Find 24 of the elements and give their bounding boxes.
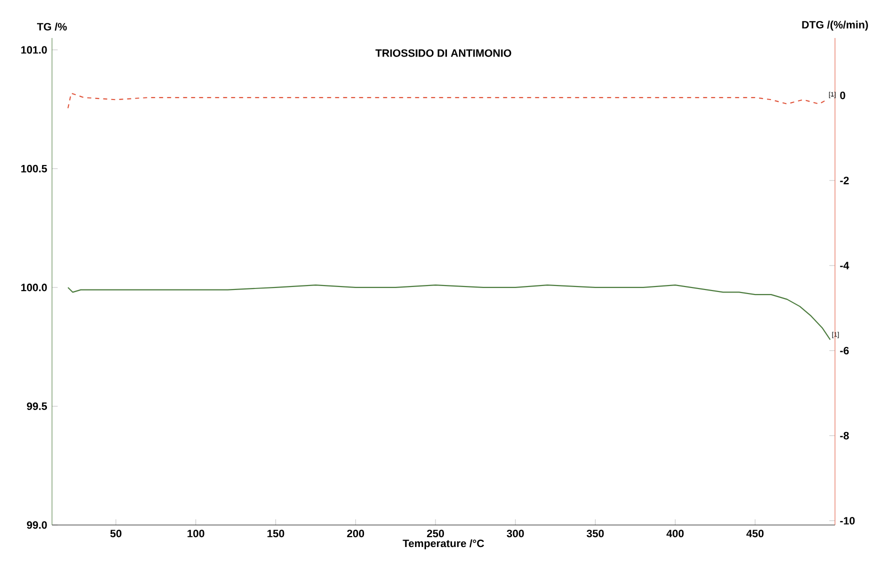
x-axis-title: Temperature /°C: [402, 539, 484, 550]
y-axis-title: TG /%: [37, 22, 67, 31]
x-tick-label: 400: [666, 530, 684, 538]
y2-tick-label: -2: [840, 176, 849, 184]
x-tick-label: 200: [347, 530, 364, 538]
x-tick-label: 50: [110, 530, 122, 538]
y2-tick-label: -4: [840, 262, 850, 270]
y2-axis-title: DTG /(%/min): [802, 20, 868, 31]
x-tick-label: 300: [506, 530, 524, 538]
y2-tick-label: 0: [840, 92, 846, 100]
x-tick-label: 250: [426, 530, 444, 538]
y-tick-label: 100.5: [21, 164, 47, 172]
y-tick-label: 101.0: [21, 46, 47, 54]
y-tick-label: 99.0: [26, 521, 47, 529]
y2-tick-label: -8: [840, 432, 849, 440]
y-tick-label: 100.0: [21, 284, 47, 292]
y2-tick-label: -6: [840, 346, 849, 354]
y-tick-label: 99.5: [26, 402, 47, 410]
x-tick-label: 450: [746, 530, 764, 538]
x-tick-label: 150: [267, 530, 284, 538]
x-tick-label: 350: [586, 530, 604, 538]
x-tick-label: 100: [188, 530, 204, 538]
text: TRIOSSIDO DI ANTIMONIO: [375, 49, 512, 57]
y2-tick-label: -10: [840, 516, 855, 525]
